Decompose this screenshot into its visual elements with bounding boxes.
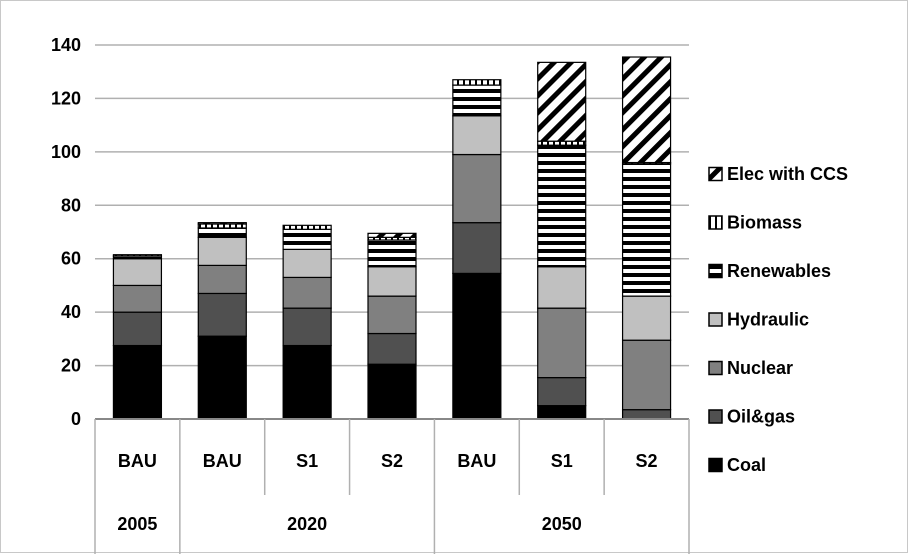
- x-tick-label: BAU: [203, 451, 242, 471]
- bars: [112, 56, 672, 420]
- bar-segment-oil-gas: [112, 311, 163, 347]
- bar-segment-oil-gas: [197, 292, 247, 337]
- legend-swatch: [708, 215, 723, 230]
- bar-segment-nuclear: [452, 153, 502, 224]
- bar-segment-coal: [452, 272, 502, 420]
- x-tick-label: S1: [296, 451, 318, 471]
- legend-label: Coal: [727, 455, 766, 475]
- bar-segment-biomass: [197, 223, 247, 229]
- bar-segment-renewables: [537, 144, 587, 268]
- y-tick-label: 100: [51, 142, 81, 162]
- bar-segment-renewables: [197, 227, 247, 238]
- bar-segment-coal: [537, 405, 587, 420]
- legend-label: Hydraulic: [727, 310, 809, 330]
- bar-segment-renewables: [282, 228, 332, 250]
- bar-segment-oil-gas: [537, 376, 587, 407]
- bar-segment-coal: [367, 363, 417, 420]
- bar-segment-hydraulic: [282, 248, 332, 279]
- bar-segment-biomass: [537, 140, 587, 146]
- y-tick-label: 140: [51, 35, 81, 55]
- legend-label: Biomass: [727, 213, 802, 233]
- bar-segment-elec-with-ccs: [621, 56, 672, 164]
- legend-swatch: [708, 166, 723, 182]
- bar-segment-nuclear: [112, 284, 163, 313]
- bar-segment-nuclear: [621, 339, 672, 411]
- y-tick-label: 20: [61, 356, 81, 376]
- bar-segment-hydraulic: [537, 266, 587, 309]
- bar-segment-hydraulic: [452, 115, 502, 156]
- x-tick-label: S2: [381, 451, 403, 471]
- bar-segment-biomass: [112, 254, 163, 257]
- bar-segment-hydraulic: [621, 295, 672, 341]
- x-tick-label: S1: [551, 451, 573, 471]
- legend-item: Hydraulic: [708, 310, 809, 330]
- bar-segment-nuclear: [367, 295, 417, 335]
- bar-segment-nuclear: [197, 264, 247, 295]
- legend-item: Oil&gas: [708, 407, 795, 427]
- legend-item: Renewables: [708, 261, 831, 281]
- bar-segment-renewables: [452, 84, 502, 117]
- legend-swatch: [708, 409, 723, 424]
- x-tick-label: BAU: [118, 451, 157, 471]
- bar-segment-hydraulic: [112, 258, 163, 287]
- legend-label: Renewables: [727, 261, 831, 281]
- legend-swatch: [708, 312, 723, 327]
- x-tick-label: S2: [636, 451, 658, 471]
- legend-swatch: [708, 263, 723, 279]
- legend-item: Coal: [708, 455, 766, 475]
- bar-segment-elec-with-ccs: [537, 61, 587, 142]
- bar-segment-oil-gas: [621, 409, 672, 420]
- y-tick-label: 40: [61, 302, 81, 322]
- x-group-label: 2050: [542, 514, 582, 534]
- bar-segment-nuclear: [537, 307, 587, 379]
- legend-item: Nuclear: [708, 358, 793, 378]
- y-tick-label: 120: [51, 88, 81, 108]
- bar-segment-nuclear: [282, 276, 332, 309]
- x-axis: BAU BAU S1 S2 BAU S1 S2 2005 2020 2050: [94, 418, 690, 554]
- y-axis: 0 20 40 60 80 100 120 140: [51, 35, 81, 429]
- y-tick-label: 60: [61, 249, 81, 269]
- y-tick-label: 80: [61, 195, 81, 215]
- bar-segment-renewables: [621, 163, 672, 297]
- bar-segment-coal: [282, 344, 332, 420]
- bar-segment-biomass: [282, 224, 332, 230]
- bar-segment-oil-gas: [452, 222, 502, 275]
- bar-segment-elec-with-ccs: [367, 232, 417, 238]
- x-tick-label: BAU: [457, 451, 496, 471]
- legend-label: Elec with CCS: [727, 164, 848, 184]
- legend-label: Nuclear: [727, 358, 793, 378]
- bar-segment-biomass: [452, 79, 502, 86]
- legend: Elec with CCS Biomass Renewables Hydraulic N…: [708, 164, 848, 475]
- bar-segment-elec-with-ccs: [197, 222, 247, 225]
- bar-segment-coal: [197, 335, 247, 420]
- legend-swatch: [708, 457, 723, 473]
- legend-item: Elec with CCS: [708, 164, 848, 184]
- bar-segment-coal: [112, 344, 163, 420]
- x-group-label: 2020: [287, 514, 327, 534]
- legend-item: Biomass: [708, 213, 802, 233]
- bar-segment-renewables: [367, 239, 417, 268]
- y-tick-label: 0: [71, 409, 81, 429]
- legend-label: Oil&gas: [727, 407, 795, 427]
- legend-swatch: [708, 360, 723, 376]
- bar-segment-hydraulic: [367, 266, 417, 297]
- bar-segment-oil-gas: [282, 307, 332, 347]
- bar-segment-oil-gas: [367, 332, 417, 365]
- bar-segment-hydraulic: [197, 236, 247, 266]
- x-group-label: 2005: [117, 514, 157, 534]
